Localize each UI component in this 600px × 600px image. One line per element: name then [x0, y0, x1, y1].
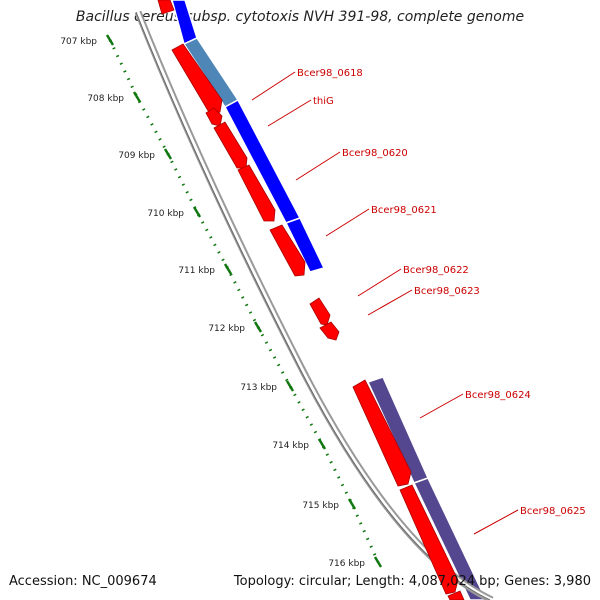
gene-labels: Bcer98_0618 thiG Bcer98_0620 Bcer98_0621 Bce…: [251, 68, 586, 535]
gene-label: Bcer98_0625: [520, 506, 586, 517]
ruler-tick-mark: [163, 148, 173, 160]
gene-label-leader: [325, 208, 370, 237]
gene-label: Bcer98_0618: [297, 68, 363, 79]
gene-label-leader: [367, 289, 413, 316]
ruler-dots: [108, 39, 380, 563]
gene-label-leader: [357, 268, 402, 297]
gene-label: Bcer98_0622: [403, 265, 469, 276]
cog-track: [171, 0, 487, 600]
gene-arrow: [205, 107, 223, 127]
cog-band: [171, 0, 198, 46]
gene-arrow: [352, 379, 412, 487]
ruler-tick-mark: [253, 321, 263, 333]
ruler-tick-mark: [223, 263, 233, 275]
gene-label-leader: [251, 71, 296, 101]
gene-arrow: [237, 164, 276, 222]
ruler-tick-label: 714 kbp: [272, 441, 309, 451]
ruler-tick-label: 709 kbp: [118, 151, 155, 161]
gene-arrow: [309, 297, 331, 326]
gene-label: Bcer98_0621: [371, 205, 437, 216]
gene-label: thiG: [313, 96, 334, 107]
gene-arrow: [319, 321, 340, 341]
ruler-tick-mark: [132, 91, 142, 103]
topology-text: Topology: circular; Length: 4,087,024 bp…: [233, 574, 591, 589]
ruler-tick-mark: [285, 380, 295, 392]
ruler-tick-mark: [373, 556, 383, 568]
ruler-tick-mark: [192, 206, 202, 218]
ruler-tick-label: 716 kbp: [328, 559, 365, 569]
ruler-tick-label: 713 kbp: [240, 383, 277, 393]
gene-arrow: [399, 484, 459, 595]
ruler-tick-mark: [317, 438, 327, 450]
gene-label: Bcer98_0624: [465, 390, 531, 401]
gene-label-leader: [295, 151, 341, 181]
ruler-ticks: 707 kbp 708 kbp 709 kbp 710 kbp 711 kbp 712 k…: [60, 34, 383, 569]
ruler-tick-mark: [105, 34, 115, 46]
gene-arrow: [447, 590, 465, 600]
ruler-tick-label: 715 kbp: [302, 501, 339, 511]
gene-label: Bcer98_0620: [342, 148, 408, 159]
ruler-tick-label: 707 kbp: [60, 37, 97, 47]
accession-text: Accession: NC_009674: [9, 574, 157, 589]
gene-arrow: [157, 0, 175, 15]
gene-arrow: [213, 121, 248, 169]
gene-arrow: [171, 43, 223, 115]
gene-track: [157, 0, 465, 600]
gene-label-leader: [473, 509, 519, 535]
gene-label-leader: [267, 99, 312, 127]
ruler-tick-label: 710 kbp: [147, 209, 184, 219]
gene-label-leader: [419, 393, 464, 419]
cog-band: [412, 477, 487, 600]
ruler-tick-label: 711 kbp: [178, 266, 215, 276]
ruler-tick-label: 708 kbp: [87, 94, 124, 104]
cog-band: [284, 217, 326, 273]
ruler-tick-label: 712 kbp: [208, 324, 245, 334]
backbone-line: [135, 11, 491, 600]
gene-arrow: [269, 224, 306, 277]
gene-label: Bcer98_0623: [414, 286, 480, 297]
ruler-tick-mark: [347, 498, 357, 510]
